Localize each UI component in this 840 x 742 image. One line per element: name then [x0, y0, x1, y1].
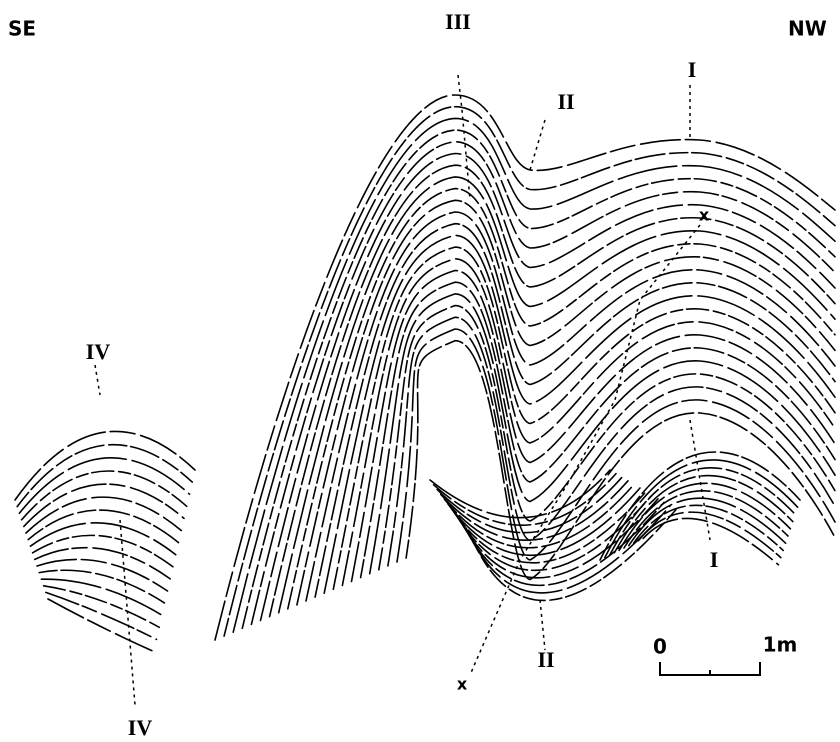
fold-layer: [359, 281, 836, 579]
fold-layer: [20, 470, 188, 521]
axial-trace: [529, 119, 546, 171]
fold-layer: [628, 497, 787, 547]
fold-axis-label: II: [557, 89, 574, 114]
fold-layer: [314, 222, 836, 598]
fold-layer: [405, 339, 836, 581]
fold-axis-label: II: [537, 647, 554, 672]
fold-layer: [599, 451, 801, 561]
scale-label: 1m: [763, 633, 798, 657]
fold-layer: [25, 496, 183, 534]
fold-layer: [432, 472, 617, 526]
fold-layer: [341, 257, 836, 587]
fold-axis-label: x: [457, 675, 468, 694]
fold-layer: [323, 234, 836, 594]
fold-layer: [350, 269, 836, 583]
fold-layer: [604, 459, 799, 559]
fold-layer: [332, 246, 836, 591]
fold-layer: [468, 508, 677, 602]
fold-layer: [458, 498, 659, 579]
scale-bar: [659, 662, 761, 676]
fold-layer: [34, 546, 172, 580]
fold-layer: [18, 457, 191, 514]
fold-layer: [45, 591, 158, 641]
fold-layer: [637, 511, 782, 559]
fold-layer: [436, 476, 623, 534]
fold-layer: [440, 480, 629, 541]
fold-layer: [618, 482, 792, 552]
fold-layer: [36, 558, 169, 592]
axial-trace: [469, 224, 701, 676]
axial-trace: [94, 364, 101, 396]
fold-layer: [429, 469, 611, 519]
axial-trace: [539, 599, 546, 651]
fold-axis-label: x: [699, 206, 710, 225]
fold-layer: [232, 117, 836, 633]
fold-layer: [29, 522, 177, 556]
fold-layer: [31, 534, 174, 568]
fold-axis-label: I: [710, 547, 719, 572]
fold-layer: [450, 490, 647, 564]
fold-layer: [608, 467, 796, 556]
fold-axis-label: IV: [128, 715, 153, 740]
fold-layer: [623, 490, 789, 549]
fold-layer: [443, 483, 635, 549]
fold-layer: [277, 176, 836, 614]
fold-layer: [287, 187, 836, 610]
fold-layer: [42, 585, 161, 629]
fold-layer: [27, 509, 180, 544]
fold-layer: [296, 199, 836, 606]
orientation-label: NW: [788, 17, 827, 41]
fold-layer: [223, 105, 836, 637]
fold-layer: [23, 483, 185, 528]
fold-layer: [38, 569, 166, 604]
fold-layer: [447, 487, 641, 557]
fold-layer: [250, 140, 836, 626]
fold-layer: [387, 316, 836, 567]
fold-axis-label: IV: [86, 339, 111, 364]
fold-layer: [642, 517, 780, 566]
fold-layer: [47, 598, 155, 653]
fold-layer: [396, 328, 836, 563]
fold-layer: [40, 578, 163, 616]
fold-layer: [259, 152, 836, 622]
fold-layer: [465, 505, 671, 594]
axial-trace: [457, 74, 471, 201]
fold-layer: [16, 443, 194, 508]
fold-layer: [14, 430, 196, 501]
orientation-label: SE: [8, 17, 36, 41]
fold-layer: [305, 211, 836, 602]
fold-layer: [214, 94, 836, 641]
fold-layers: [14, 94, 836, 653]
fold-axis-label: I: [688, 57, 697, 82]
fold-layer: [368, 293, 836, 575]
scale-label: 0: [653, 635, 667, 659]
fold-axis-label: III: [445, 9, 471, 34]
fold-layer: [613, 474, 794, 554]
fold-layer: [378, 304, 836, 571]
fold-layer: [241, 129, 836, 630]
fold-layer: [268, 164, 836, 618]
fold-layer: [632, 504, 784, 552]
axial-trace: [119, 519, 136, 706]
